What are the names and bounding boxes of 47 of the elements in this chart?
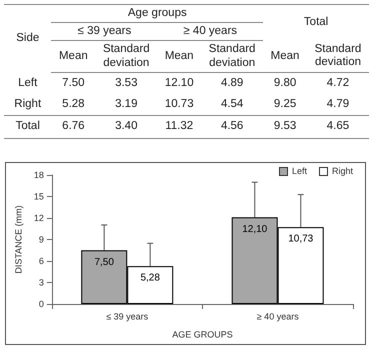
text: 4.72: [326, 76, 350, 91]
text: 6.76: [51, 116, 96, 138]
text: 12.10: [164, 76, 195, 91]
text: Total: [263, 4, 369, 41]
text: 9.80: [272, 76, 298, 91]
text: Right: [13, 97, 42, 112]
text: Standard deviation: [95, 40, 158, 72]
y-tick-label: 12: [34, 213, 44, 223]
text: Mean: [157, 40, 202, 72]
text: 4.89: [220, 76, 244, 91]
text: 4.79: [326, 97, 350, 112]
text: Mean: [263, 40, 307, 72]
y-tick-label: 6: [38, 256, 44, 266]
text: Standard deviation: [201, 40, 264, 72]
text: 3.40: [95, 116, 158, 138]
data-label: 7,50: [94, 256, 114, 268]
y-axis-title: DISTANCE (mm): [14, 205, 24, 274]
text: Left: [17, 76, 38, 91]
text: 11.32: [157, 116, 202, 138]
data-label: 5,28: [140, 272, 160, 284]
text: 4.56: [201, 116, 264, 138]
legend-label: Left: [292, 166, 307, 176]
y-tick-label: 9: [38, 234, 44, 244]
text: Mean: [51, 40, 96, 72]
text: Age groups: [51, 4, 264, 23]
y-tick-label: 18: [34, 170, 44, 180]
y-tick-label: 0: [38, 299, 44, 309]
text: 7.50: [61, 76, 86, 91]
text: 9.53: [263, 116, 307, 138]
text: Standard deviation: [306, 40, 369, 72]
text: 4.54: [220, 97, 244, 112]
x-axis-title: AGE GROUPS: [172, 330, 233, 340]
text: ≥ 40 years: [157, 22, 264, 41]
text: Right: [332, 166, 353, 176]
text: 9.25: [272, 97, 298, 112]
y-tick-label: 3: [38, 278, 44, 288]
y-tick-label: 15: [34, 192, 44, 202]
data-label: 10,73: [288, 234, 314, 245]
data-label: 12,10: [242, 224, 268, 235]
text: 3.19: [114, 97, 138, 112]
text: Total: [4, 116, 52, 138]
text: 4.65: [306, 116, 369, 138]
text: Side: [4, 4, 52, 72]
text: 5.28: [61, 97, 86, 112]
text: 3.53: [114, 76, 138, 91]
text: 10.73: [164, 97, 195, 112]
text: ≤ 39 years: [51, 22, 158, 41]
